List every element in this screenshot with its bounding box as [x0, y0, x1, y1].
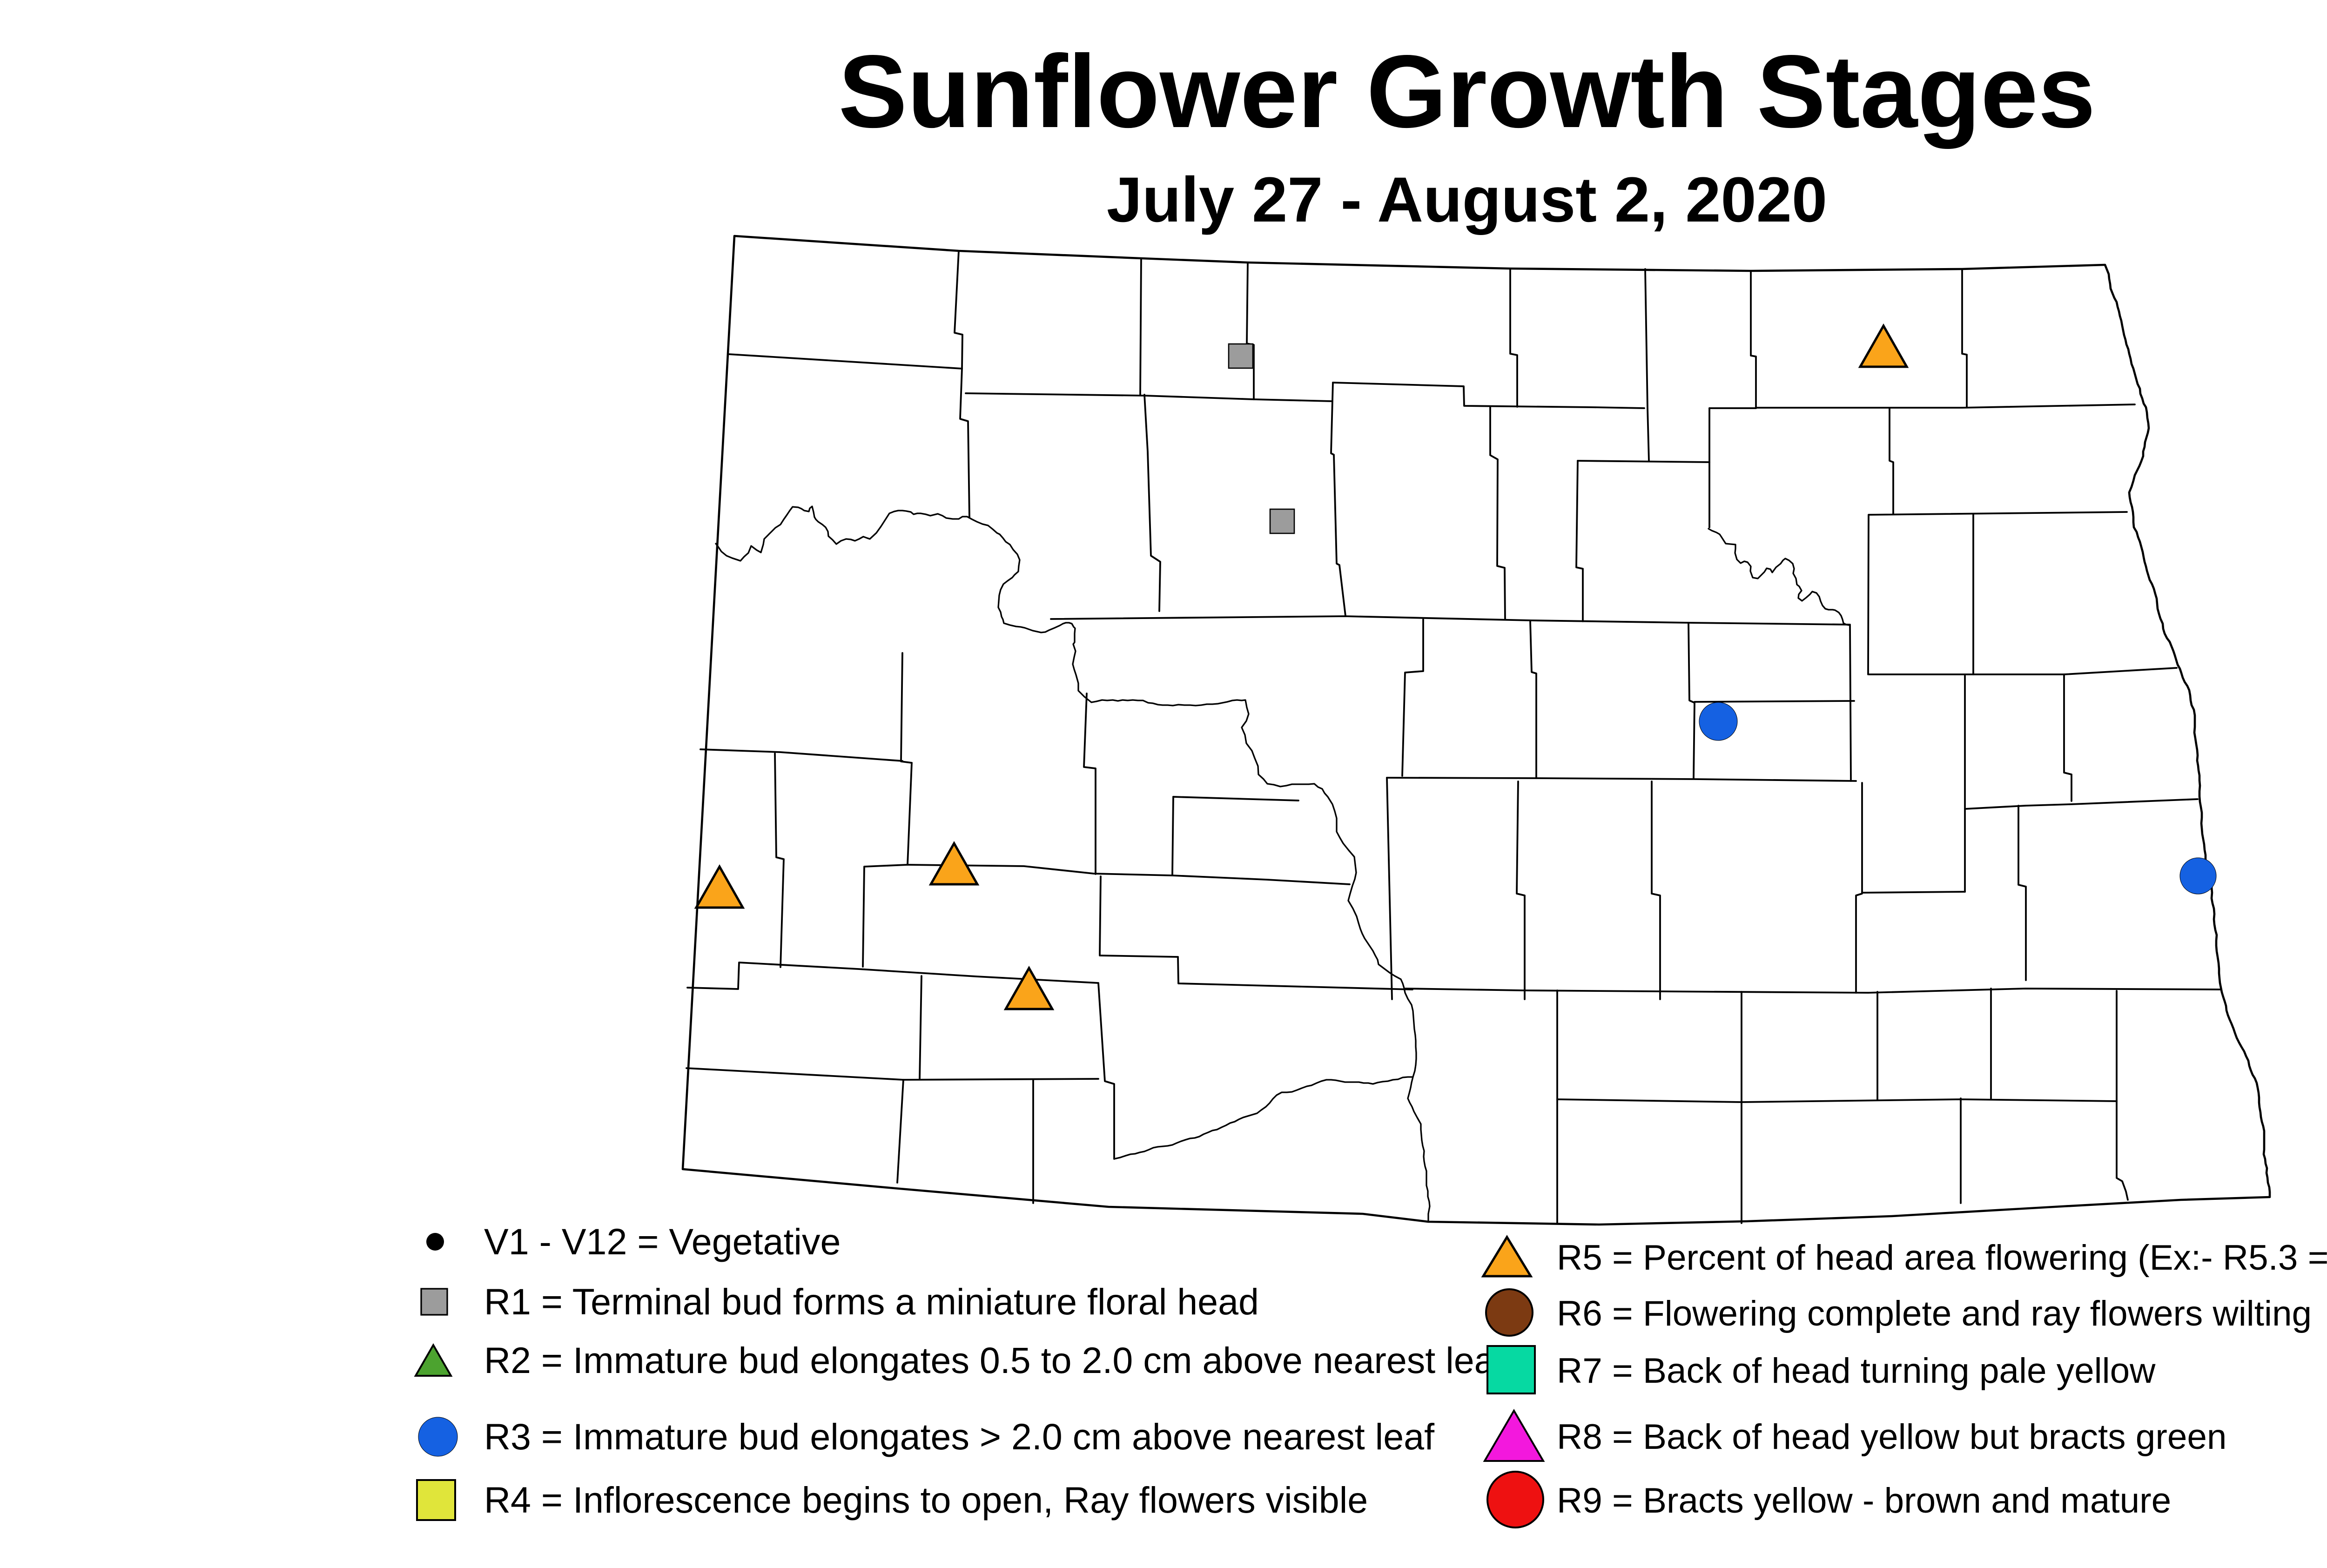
- svg-text:Sunflower Growth Stages: Sunflower Growth Stages: [838, 34, 2095, 149]
- svg-text:R8 = Back of head yellow but b: R8 = Back of head yellow but bracts gree…: [1557, 1417, 2226, 1457]
- svg-text:R6 = Flowering complete and ra: R6 = Flowering complete and ray flowers …: [1557, 1294, 2312, 1333]
- svg-text:R7 = Back of head turning pale: R7 = Back of head turning pale yellow: [1557, 1351, 2156, 1391]
- svg-text:R1 = Terminal bud forms a mini: R1 = Terminal bud forms a miniature flor…: [484, 1281, 1259, 1322]
- svg-text:R3 = Immature bud elongates >: R3 = Immature bud elongates > 2.0 cm abo…: [484, 1416, 1435, 1457]
- svg-text:July 27 - August 2, 2020: July 27 - August 2, 2020: [1107, 164, 1827, 236]
- svg-text:V1 - V12 = Vegetative: V1 - V12 = Vegetative: [484, 1221, 841, 1262]
- svg-text:R4 = Inflorescence begins to o: R4 = Inflorescence begins to open, Ray f…: [484, 1479, 1368, 1521]
- svg-text:R9 = Bracts yellow - brown and: R9 = Bracts yellow - brown and mature: [1557, 1481, 2171, 1521]
- svg-text:R2 = Immature bud elongates 0.: R2 = Immature bud elongates 0.5 to 2.0 c…: [484, 1339, 1506, 1381]
- svg-text:R5 = Percent of head area flow: R5 = Percent of head area flowering (Ex:…: [1557, 1238, 2327, 1278]
